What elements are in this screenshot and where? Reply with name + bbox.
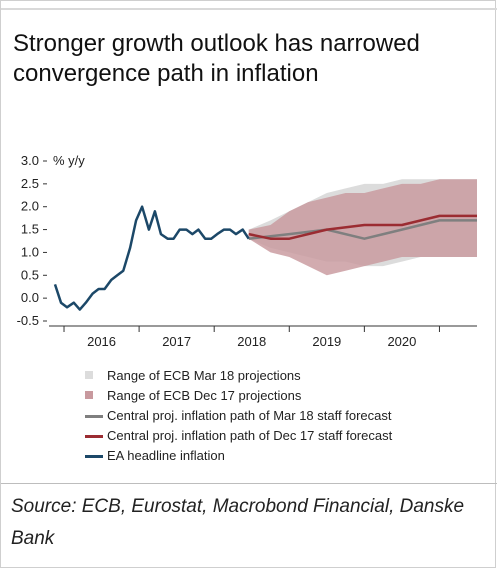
chart-area: 3.0 2.5 2.0 1.5 1.0 0.5 0.0 -0.5 % y/y 2016 2017 20… [1,141,497,351]
chart-card: Stronger growth outlook has narrowed con… [0,0,497,568]
y-tick-label: 0.5 [21,267,39,282]
legend-label: EA headline inflation [107,448,225,463]
x-tick-label: 2020 [387,334,416,349]
source-note: Source: ECB, Eurostat, Macrobond Financi… [11,496,465,549]
legend-line-swatch [85,415,103,418]
y-tick-label: 2.0 [21,199,39,214]
legend-item: EA headline inflation [85,446,485,466]
x-tick-label: 2019 [312,334,341,349]
legend-label: Range of ECB Dec 17 projections [107,388,302,403]
legend-swatch [85,391,93,399]
legend-label: Range of ECB Mar 18 projections [107,368,301,383]
inflation-chart: 3.0 2.5 2.0 1.5 1.0 0.5 0.0 -0.5 % y/y 2016 2017 20… [17,153,477,349]
series-line-ea-headline [53,205,250,311]
y-axis-unit-label: % y/y [53,153,85,168]
source-separator [1,483,497,484]
range-band-1 [248,179,477,276]
legend-item: Range of ECB Dec 17 projections [85,386,485,406]
legend-item: Central proj. inflation path of Mar 18 s… [85,406,485,426]
x-tick-label: 2016 [87,334,116,349]
legend-item: Central proj. inflation path of Dec 17 s… [85,426,485,446]
y-tick-label: 2.5 [21,176,39,191]
top-rule [1,8,497,10]
y-tick-label: 1.5 [21,222,39,237]
legend-label: Central proj. inflation path of Mar 18 s… [107,408,392,423]
y-tick-label: 1.0 [21,244,39,259]
legend-line-swatch [85,435,103,438]
series-line-mar18-central [248,219,477,240]
chart-legend: Range of ECB Mar 18 projections Range of … [85,366,485,466]
y-tick-label: 3.0 [21,153,39,168]
legend-swatch [85,371,93,379]
y-tick-label: 0.0 [21,290,39,305]
legend-label: Central proj. inflation path of Dec 17 s… [107,428,393,443]
legend-line-swatch [85,455,103,458]
x-tick-label: 2018 [237,334,266,349]
y-tick-label: -0.5 [17,313,39,328]
series-line-dec17-central [248,214,477,240]
x-tick-label: 2017 [162,334,191,349]
legend-item: Range of ECB Mar 18 projections [85,366,485,386]
chart-title: Stronger growth outlook has narrowed con… [13,30,420,87]
